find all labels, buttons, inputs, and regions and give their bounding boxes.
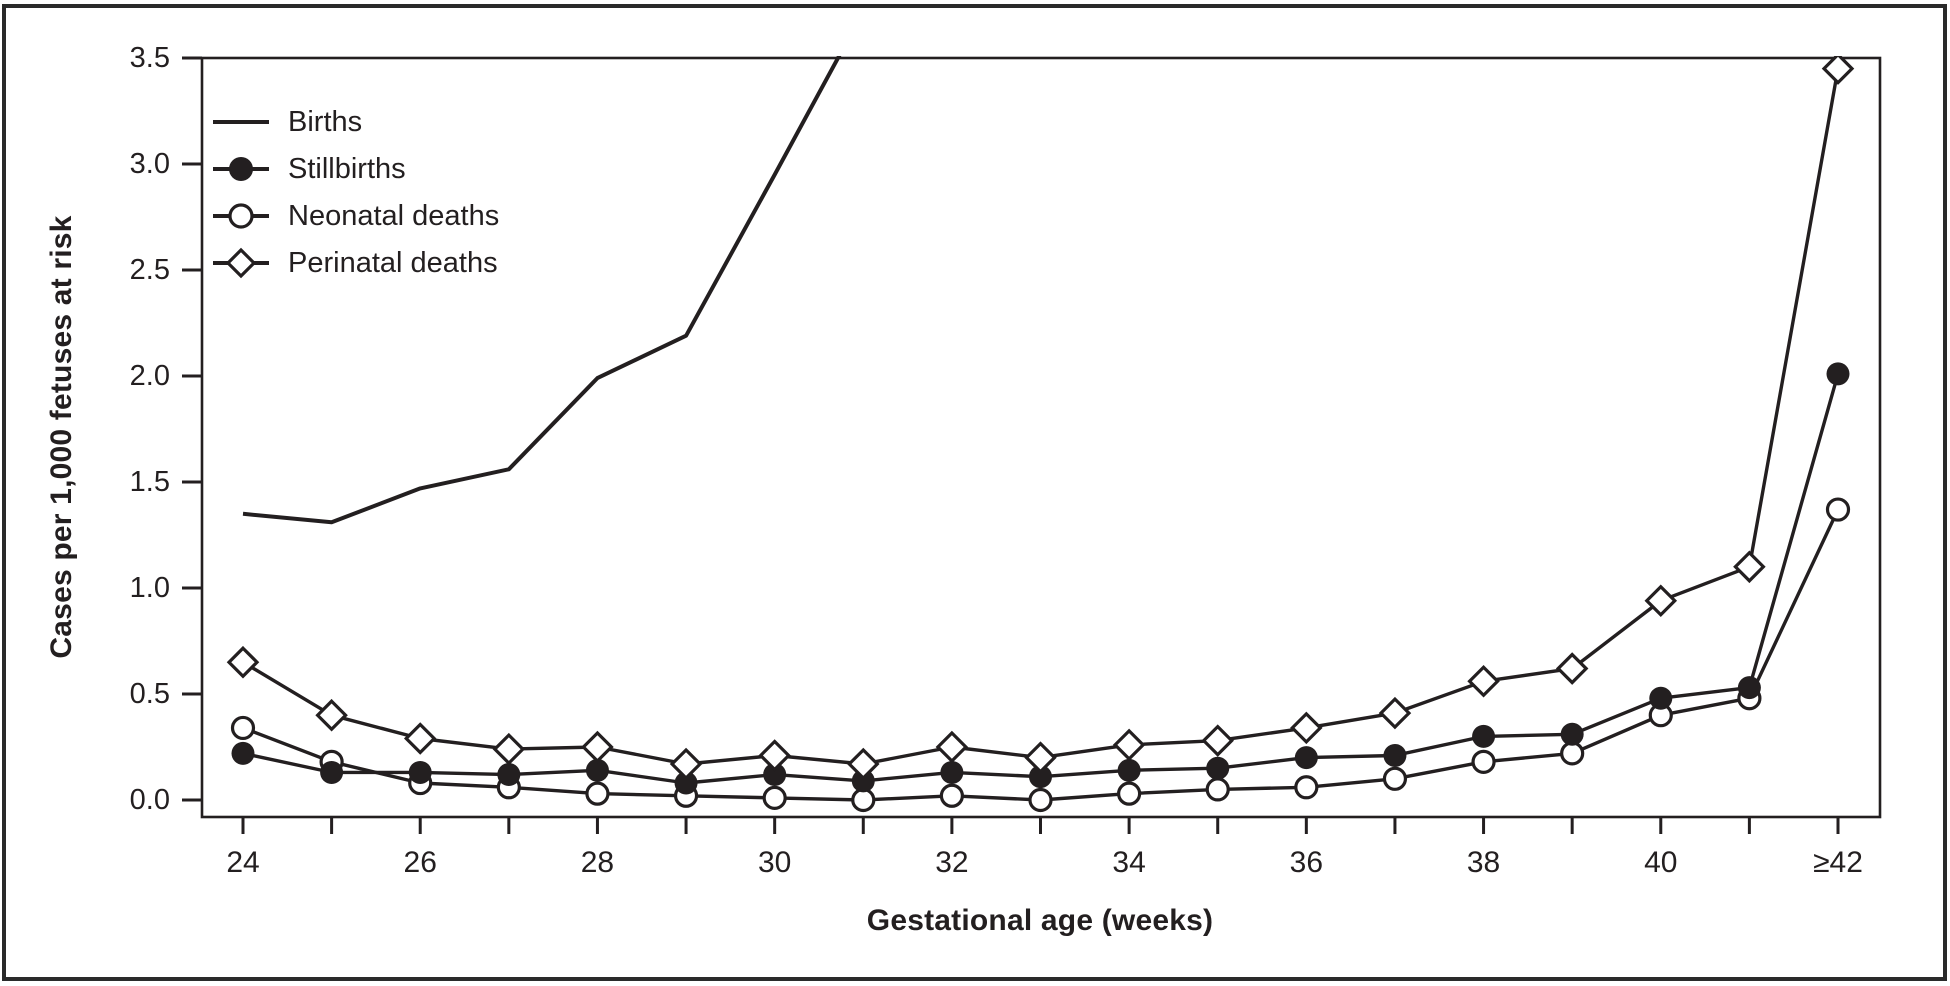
marker-neonatal-deaths [1471, 749, 1496, 774]
marker-stillbirths [1383, 743, 1407, 767]
marker-neonatal-deaths [1205, 777, 1230, 802]
marker-perinatal-deaths [1467, 665, 1500, 698]
y-tick-label: 1.0 [130, 572, 170, 604]
marker-perinatal-deaths [1821, 56, 1855, 85]
marker-neonatal-deaths [1028, 787, 1053, 813]
marker-perinatal-deaths [403, 722, 437, 755]
x-tick-label: 38 [1467, 846, 1500, 879]
y-tick-label: 2.0 [130, 360, 170, 392]
marker-neonatal-deaths [762, 785, 787, 810]
marker-perinatal-deaths [1290, 711, 1323, 745]
marker-stillbirths [763, 763, 787, 787]
y-tick-label: 3.0 [130, 148, 170, 180]
legend-label: Perinatal deaths [288, 246, 498, 279]
marker-stillbirths [1294, 746, 1318, 770]
marker-perinatal-deaths [581, 730, 614, 764]
marker-perinatal-deaths [1112, 728, 1146, 762]
marker-stillbirths [497, 763, 521, 787]
marker-stillbirths [1737, 676, 1761, 700]
marker-stillbirths [585, 758, 609, 782]
marker-perinatal-deaths [226, 645, 260, 679]
marker-perinatal-deaths [1733, 550, 1766, 584]
marker-stillbirths [851, 769, 875, 793]
y-tick-label: 2.5 [130, 254, 170, 286]
y-tick-label: 0.0 [130, 784, 170, 816]
open-diamond-symbol [213, 247, 269, 279]
marker-stillbirths [1649, 686, 1673, 710]
legend-label: Neonatal deaths [288, 199, 500, 232]
marker-perinatal-deaths [935, 730, 969, 764]
marker-stillbirths [1206, 756, 1230, 780]
marker-perinatal-deaths [1644, 584, 1678, 617]
y-tick-label: 3.5 [130, 42, 170, 74]
marker-stillbirths [674, 771, 698, 795]
series-stillbirths-line [242, 373, 1840, 785]
marker-neonatal-deaths [230, 715, 256, 741]
legend-item-neonatal-deaths: Neonatal deaths [212, 199, 499, 233]
x-tick-label: 36 [1290, 846, 1323, 879]
x-tick-label: 28 [581, 846, 614, 879]
legend-label: Stillbirths [288, 152, 406, 185]
marker-neonatal-deaths [1825, 497, 1851, 522]
marker-stillbirths [408, 760, 432, 784]
marker-perinatal-deaths [1378, 696, 1412, 730]
marker-neonatal-deaths [851, 787, 876, 813]
marker-neonatal-deaths [1294, 775, 1319, 800]
y-axis-title: Cases per 1,000 fetuses at risk [45, 215, 78, 659]
marker-neonatal-deaths [939, 783, 964, 808]
marker-stillbirths [1826, 362, 1850, 386]
legend-item-births: Births [212, 105, 499, 139]
marker-neonatal-deaths [1117, 781, 1142, 806]
x-tick-label: 32 [935, 846, 968, 879]
x-tick-label: 40 [1644, 846, 1677, 879]
series-births-line [242, 56, 842, 525]
marker-stillbirths [1560, 722, 1584, 746]
x-tick-label: 24 [226, 846, 259, 879]
marker-perinatal-deaths [847, 747, 880, 781]
filled-circle-symbol [213, 157, 269, 181]
x-tick-label: ≥42 [1813, 846, 1863, 879]
marker-perinatal-deaths [1024, 741, 1057, 774]
legend-label: Births [288, 105, 363, 138]
legend-item-perinatal-deaths: Perinatal deaths [212, 246, 499, 280]
x-axis-title: Gestational age (weeks) [866, 904, 1214, 937]
marker-perinatal-deaths [1555, 652, 1589, 685]
x-tick-label: 30 [758, 846, 791, 879]
legend: Births Stillbirths Neonatal deaths Perin… [212, 105, 499, 280]
births-line-symbol [213, 120, 269, 124]
marker-neonatal-deaths [1382, 766, 1408, 791]
y-tick-label: 1.5 [130, 466, 170, 498]
marker-stillbirths [1029, 765, 1052, 789]
marker-stillbirths [320, 760, 344, 784]
y-tick-label: 0.5 [130, 678, 170, 710]
marker-stillbirths [231, 741, 255, 765]
marker-stillbirths [940, 760, 964, 784]
legend-item-stillbirths: Stillbirths [212, 152, 499, 186]
open-circle-symbol [213, 203, 269, 229]
marker-perinatal-deaths [492, 732, 526, 766]
marker-perinatal-deaths [669, 747, 703, 781]
x-tick-label: 26 [404, 846, 437, 879]
marker-perinatal-deaths [315, 698, 348, 732]
marker-perinatal-deaths [1201, 724, 1234, 757]
x-tick-label: 34 [1112, 846, 1145, 879]
marker-neonatal-deaths [585, 781, 610, 806]
marker-neonatal-deaths [1560, 741, 1585, 766]
marker-perinatal-deaths [758, 739, 791, 772]
marker-stillbirths [1472, 724, 1496, 748]
marker-stillbirths [1117, 758, 1141, 782]
